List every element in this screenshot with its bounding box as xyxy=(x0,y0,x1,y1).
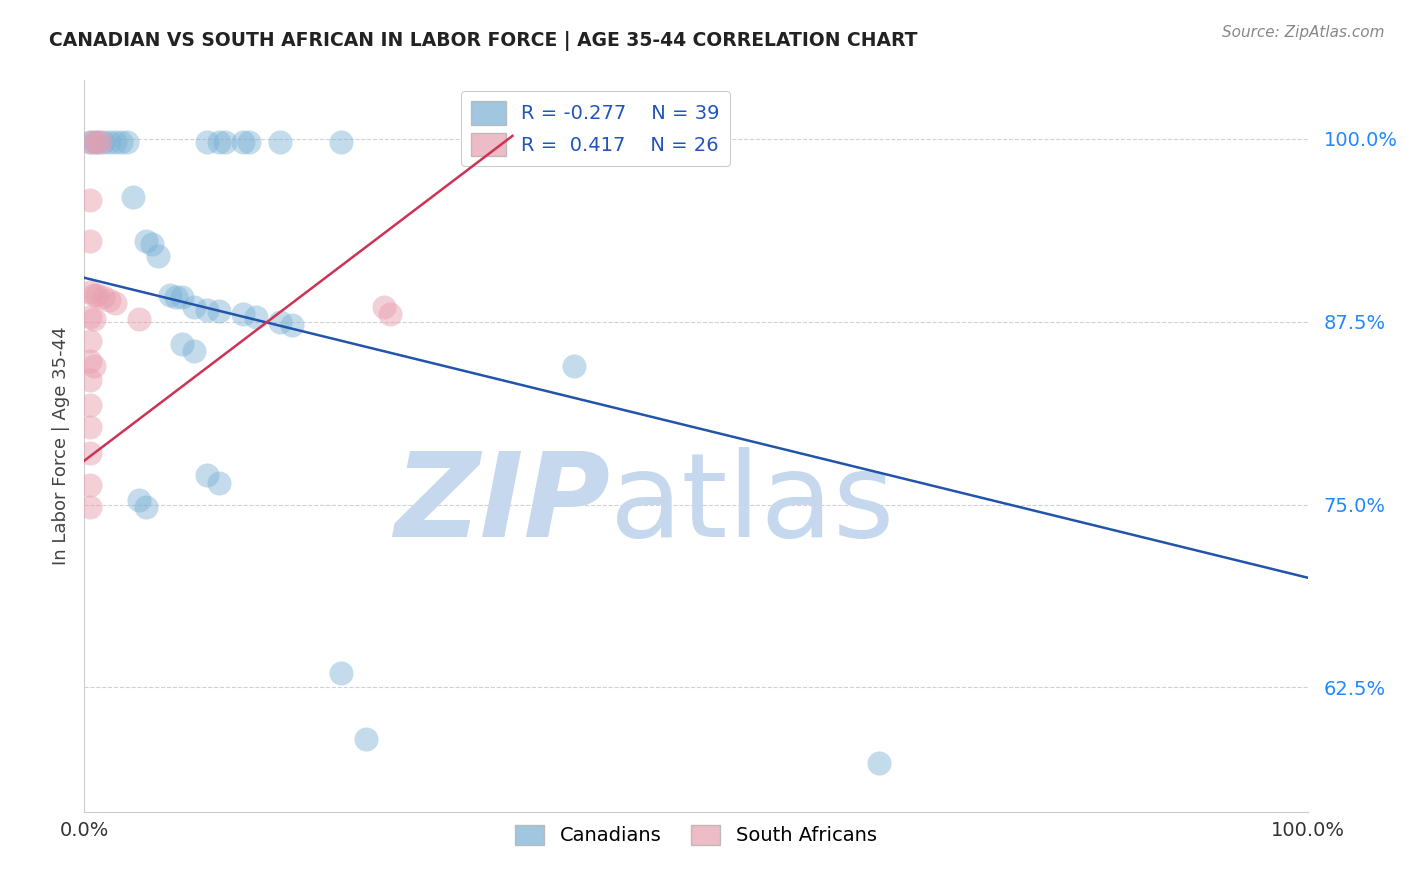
Point xyxy=(208,135,231,149)
Text: atlas: atlas xyxy=(610,447,896,562)
Point xyxy=(115,135,138,149)
Point xyxy=(104,135,127,149)
Point xyxy=(208,475,231,490)
Point xyxy=(79,135,101,149)
Point xyxy=(91,135,114,149)
Point xyxy=(128,493,150,508)
Point xyxy=(165,290,187,304)
Point xyxy=(91,290,114,304)
Point xyxy=(380,307,402,321)
Point xyxy=(183,300,205,314)
Point xyxy=(104,295,127,310)
Point xyxy=(135,500,157,515)
Point xyxy=(269,315,291,329)
Point xyxy=(146,249,169,263)
Y-axis label: In Labor Force | Age 35-44: In Labor Force | Age 35-44 xyxy=(52,326,70,566)
Point xyxy=(83,311,105,326)
Point xyxy=(195,302,218,317)
Point xyxy=(195,135,218,149)
Point xyxy=(79,398,101,412)
Point xyxy=(128,311,150,326)
Point xyxy=(79,373,101,387)
Point xyxy=(330,135,353,149)
Point xyxy=(79,446,101,460)
Point xyxy=(122,190,145,204)
Point xyxy=(86,288,108,302)
Text: Source: ZipAtlas.com: Source: ZipAtlas.com xyxy=(1222,25,1385,40)
Point xyxy=(172,336,194,351)
Point xyxy=(110,135,132,149)
Point xyxy=(86,135,108,149)
Point xyxy=(330,665,353,680)
Point xyxy=(238,135,260,149)
Point xyxy=(79,234,101,248)
Point xyxy=(79,354,101,368)
Point xyxy=(79,478,101,492)
Point xyxy=(232,135,254,149)
Point xyxy=(79,310,101,325)
Point xyxy=(86,135,108,149)
Text: CANADIAN VS SOUTH AFRICAN IN LABOR FORCE | AGE 35-44 CORRELATION CHART: CANADIAN VS SOUTH AFRICAN IN LABOR FORCE… xyxy=(49,31,918,51)
Point xyxy=(281,318,304,332)
Point xyxy=(373,300,395,314)
Point xyxy=(97,135,120,149)
Point xyxy=(79,285,101,300)
Point xyxy=(79,420,101,434)
Point xyxy=(89,135,111,149)
Point xyxy=(208,304,231,318)
Legend: Canadians, South Africans: Canadians, South Africans xyxy=(508,817,884,854)
Point xyxy=(562,359,585,373)
Point xyxy=(869,756,891,771)
Point xyxy=(183,343,205,358)
Point xyxy=(97,293,120,307)
Point xyxy=(354,731,377,746)
Point xyxy=(83,288,105,302)
Point xyxy=(79,500,101,515)
Point xyxy=(83,135,105,149)
Point xyxy=(159,288,181,302)
Point xyxy=(269,135,291,149)
Point xyxy=(79,135,101,149)
Point xyxy=(214,135,236,149)
Text: ZIP: ZIP xyxy=(394,447,610,562)
Point xyxy=(232,307,254,321)
Point xyxy=(685,136,707,151)
Point xyxy=(195,468,218,483)
Point xyxy=(83,359,105,373)
Point xyxy=(79,193,101,207)
Point xyxy=(135,234,157,248)
Point xyxy=(79,334,101,348)
Point xyxy=(245,310,267,325)
Point xyxy=(172,290,194,304)
Point xyxy=(141,237,163,252)
